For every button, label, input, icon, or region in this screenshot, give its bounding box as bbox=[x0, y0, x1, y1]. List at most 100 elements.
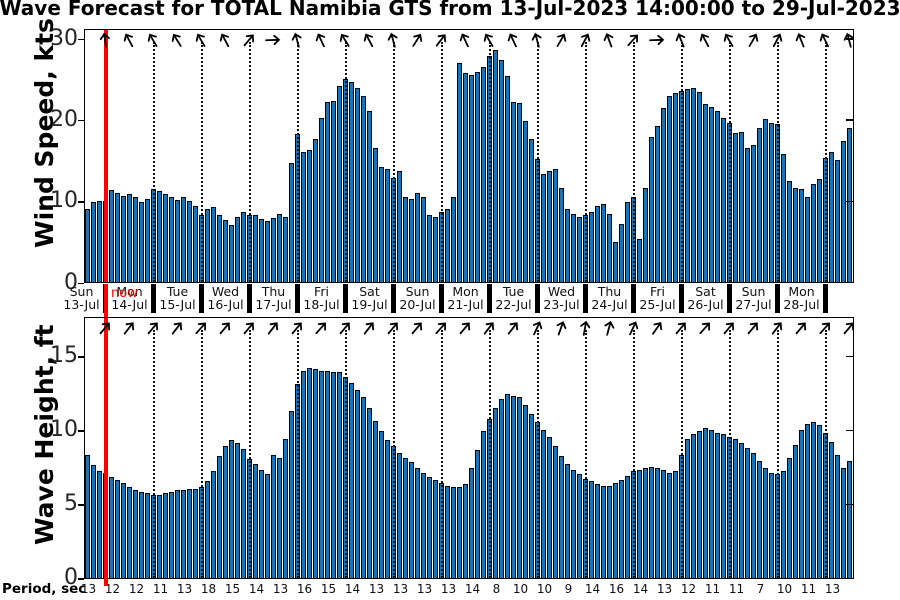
wind-bar bbox=[625, 202, 630, 282]
wave-bar bbox=[715, 432, 720, 578]
wind-bar bbox=[493, 50, 498, 282]
wind-direction-arrow-icon bbox=[264, 31, 282, 49]
wave-direction-arrow-icon bbox=[504, 319, 522, 337]
period-value: 11 bbox=[728, 582, 745, 596]
period-value: 13 bbox=[416, 582, 433, 596]
wave-direction-arrow-icon bbox=[192, 319, 210, 337]
wave-bar bbox=[163, 493, 168, 578]
wave-bar bbox=[529, 413, 534, 578]
wind-bar bbox=[337, 86, 342, 282]
day-date: 28-Jul bbox=[783, 297, 820, 312]
wind-direction-arrow-icon bbox=[744, 31, 762, 49]
wind-bar bbox=[505, 76, 510, 282]
wind-direction-arrow-icon bbox=[192, 31, 210, 49]
day-name: Fri bbox=[650, 284, 665, 299]
day-gridline bbox=[249, 42, 251, 282]
day-tick bbox=[247, 284, 252, 313]
day-gridline bbox=[537, 329, 539, 578]
wave-direction-arrow-icon bbox=[360, 319, 378, 337]
wave-bar bbox=[841, 468, 846, 578]
wind-bar bbox=[703, 103, 708, 282]
day-name: Sat bbox=[359, 284, 380, 299]
wave-bar bbox=[223, 446, 228, 578]
day-label: Sun 20-Jul bbox=[388, 285, 448, 311]
day-gridline bbox=[153, 329, 155, 578]
wind-direction-arrow-icon bbox=[216, 31, 234, 49]
wind-bar bbox=[427, 215, 432, 282]
wind-bar bbox=[217, 215, 222, 282]
wind-bar bbox=[175, 199, 180, 282]
wave-bar bbox=[523, 404, 528, 578]
wind-bar bbox=[619, 224, 624, 282]
wave-bar bbox=[589, 481, 594, 578]
wind-bar bbox=[685, 89, 690, 282]
wind-direction-arrow-icon bbox=[240, 31, 258, 49]
wave-bar bbox=[451, 487, 456, 578]
day-date: 27-Jul bbox=[735, 297, 772, 312]
axis-tick bbox=[78, 201, 84, 203]
wind-direction-arrow-icon bbox=[168, 31, 186, 49]
wind-bar bbox=[697, 91, 702, 282]
wave-direction-arrow-icon bbox=[264, 319, 282, 337]
wave-bar bbox=[457, 487, 462, 578]
day-gridline bbox=[489, 329, 491, 578]
wind-bar bbox=[85, 208, 90, 282]
day-gridline bbox=[777, 329, 779, 578]
wind-bar bbox=[769, 122, 774, 282]
wave-bar bbox=[649, 466, 654, 578]
day-label: Thu 24-Jul bbox=[580, 285, 640, 311]
now-line bbox=[103, 30, 108, 282]
wave-bar bbox=[301, 370, 306, 578]
period-value: 13 bbox=[392, 582, 409, 596]
axis-tick bbox=[846, 119, 853, 121]
wave-bar bbox=[415, 468, 420, 578]
wave-bar bbox=[613, 482, 618, 578]
wind-bar bbox=[469, 74, 474, 282]
wave-bar bbox=[793, 444, 798, 578]
axis-tick bbox=[78, 504, 84, 506]
day-tick bbox=[391, 284, 396, 313]
day-name: Sun bbox=[69, 284, 94, 299]
day-tick bbox=[679, 284, 684, 313]
wind-direction-arrow-icon bbox=[312, 31, 330, 49]
wave-bar bbox=[325, 370, 330, 578]
wind-direction-arrow-icon bbox=[528, 31, 546, 49]
wind-direction-arrow-icon bbox=[624, 31, 642, 49]
wind-bar bbox=[433, 216, 438, 282]
period-value: 13 bbox=[368, 582, 385, 596]
wave-direction-arrow-icon bbox=[696, 319, 714, 337]
wave-bar bbox=[505, 394, 510, 578]
wind-bar bbox=[445, 208, 450, 282]
day-gridline bbox=[393, 42, 395, 282]
period-value: 16 bbox=[608, 582, 625, 596]
wind-direction-arrow-icon bbox=[384, 31, 402, 49]
wave-bar bbox=[307, 367, 312, 578]
day-gridline bbox=[585, 329, 587, 578]
wind-bar bbox=[715, 111, 720, 282]
day-gridline bbox=[201, 42, 203, 282]
wave-bar bbox=[133, 490, 138, 578]
day-gridline bbox=[249, 329, 251, 578]
day-name: Mon bbox=[452, 284, 479, 299]
wave-direction-arrow-icon bbox=[168, 319, 186, 337]
wind-bar bbox=[661, 108, 666, 282]
day-label: Mon 28-Jul bbox=[772, 285, 832, 311]
period-value: 14 bbox=[632, 582, 649, 596]
now-line bbox=[103, 578, 108, 586]
day-name: Tue bbox=[166, 284, 189, 299]
wave-bar bbox=[319, 370, 324, 578]
wind-bar bbox=[205, 208, 210, 282]
wave-bar bbox=[571, 469, 576, 578]
day-date: 15-Jul bbox=[159, 297, 196, 312]
period-value: 15 bbox=[224, 582, 241, 596]
period-value: 11 bbox=[152, 582, 169, 596]
axis-tick bbox=[78, 119, 84, 122]
day-name: Thu bbox=[597, 284, 622, 299]
wind-bar bbox=[145, 199, 150, 282]
wave-bar bbox=[145, 493, 150, 578]
period-value: 15 bbox=[320, 582, 337, 596]
wave-bar bbox=[799, 429, 804, 578]
wave-bar bbox=[595, 484, 600, 578]
wave-bar bbox=[97, 471, 102, 578]
wave-direction-arrow-icon bbox=[408, 319, 426, 337]
